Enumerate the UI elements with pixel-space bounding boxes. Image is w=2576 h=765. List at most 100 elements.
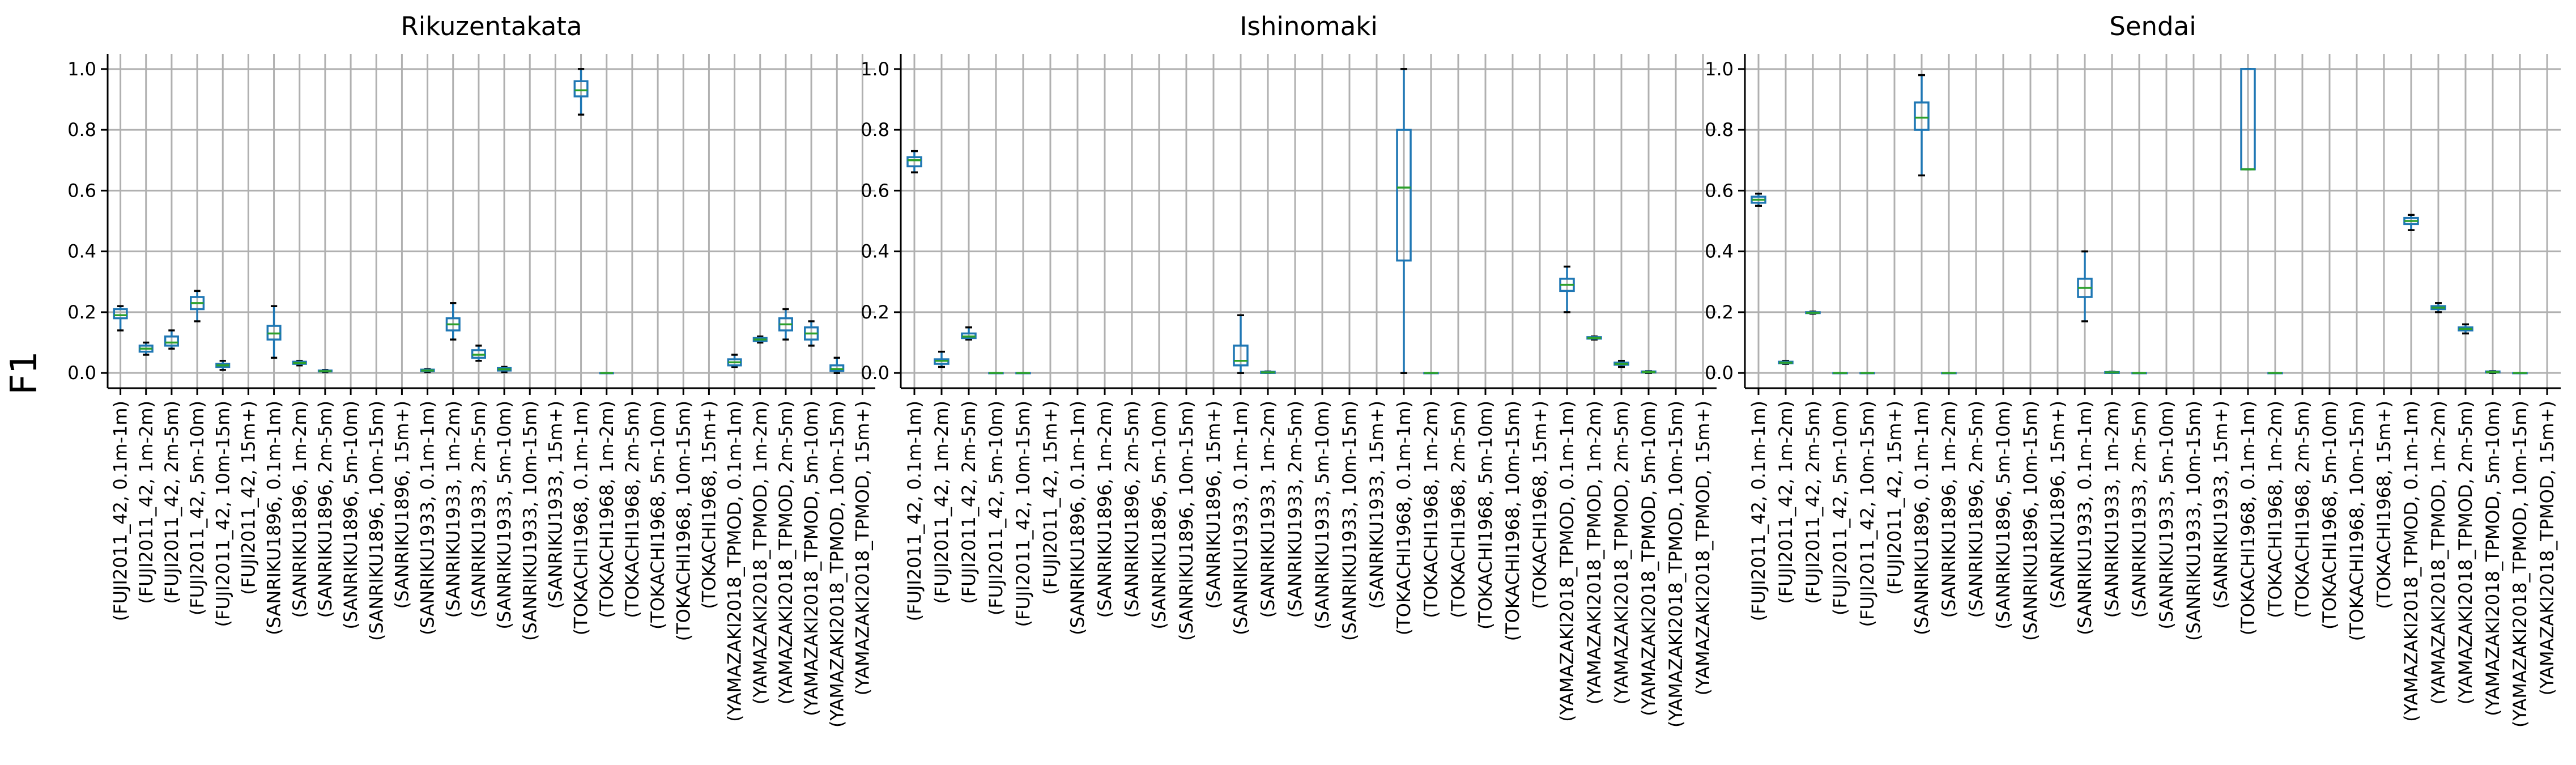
- box-26: [2458, 323, 2473, 335]
- x-tick-label: (FUJI2011_42, 15m+): [1040, 401, 1061, 595]
- y-tick-label: 0.6: [861, 180, 889, 201]
- x-tick-label: (FUJI2011_42, 10m-15m): [1857, 401, 1878, 627]
- x-tick-label: (TOKACHI1968, 15m+): [2373, 401, 2395, 609]
- x-tick-label: (SANRIKU1896, 2m-5m): [314, 401, 336, 618]
- box-13: [1260, 370, 1276, 374]
- x-tick-label: (SANRIKU1933, 15m+): [1366, 401, 1387, 609]
- y-tick-label: 1.0: [67, 58, 96, 80]
- x-tick-label: (SANRIKU1896, 5m-10m): [340, 401, 361, 630]
- x-tick-label: (SANRIKU1933, 10m-15m): [519, 401, 540, 641]
- box-2: [164, 329, 179, 350]
- y-tick-label: 0.4: [861, 241, 889, 262]
- y-tick-label: 0.8: [1705, 119, 1734, 141]
- y-tick-label: 0.6: [1705, 180, 1734, 201]
- x-tick-label: (TOKACHI1968, 10m-15m): [1502, 401, 1523, 641]
- x-tick-label: (TOKACHI1968, 15m+): [1529, 401, 1551, 609]
- x-tick-label: (SANRIKU1933, 1m-2m): [2101, 401, 2123, 618]
- x-tick-label: (FUJI2011_42, 1m-2m): [135, 401, 157, 604]
- y-tick-label: 0.6: [67, 180, 96, 201]
- x-tick-label: (SANRIKU1896, 1m-2m): [289, 401, 310, 618]
- x-tick-label: (TOKACHI1968, 1m-2m): [1420, 401, 1442, 618]
- box-27: [1641, 370, 1657, 374]
- x-tick-label: (SANRIKU1933, 10m-15m): [1339, 401, 1360, 641]
- y-tick-label: 0.0: [67, 362, 96, 384]
- x-tick-label: (SANRIKU1933, 15m+): [544, 401, 566, 609]
- box-18: [573, 68, 589, 116]
- x-tick-label: (SANRIKU1933, 5m-10m): [493, 401, 515, 630]
- panel-2: 0.0 0.2 0.4 0.6 0.8 1.0 (FUJI2011_42, 0.1m-1m)…: [1705, 11, 2561, 728]
- y-tick-label: 0.4: [67, 241, 96, 262]
- y-tick-label: 0.2: [861, 301, 889, 323]
- y-tick-label: 1.0: [861, 58, 889, 80]
- iqr-box: [906, 156, 922, 168]
- box-8: [317, 369, 333, 373]
- x-tick-label: (SANRIKU1933, 1m-2m): [1257, 401, 1279, 618]
- y-tick-label: 0.2: [67, 301, 96, 323]
- x-tick-label: (YAMAZAKI2018_TPMOD, 0.1m-1m): [724, 401, 746, 722]
- x-tick-label: (SANRIKU1896, 2m-5m): [1965, 401, 1987, 618]
- x-tick-label: (SANRIKU1933, 5m-10m): [2156, 401, 2177, 630]
- box-0: [1751, 192, 1766, 207]
- y-tick-label: 0.4: [1705, 241, 1734, 262]
- x-tick-label: (SANRIKU1896, 0.1m-1m): [1911, 401, 1932, 635]
- x-tick-label: (YAMAZAKI2018_TPMOD, 2m-5m): [775, 401, 797, 704]
- x-tick-label: (YAMAZAKI2018_TPMOD, 1m-2m): [750, 401, 771, 704]
- x-tick-label: (TOKACHI1968, 10m-15m): [2346, 401, 2368, 641]
- box-15: [497, 366, 512, 373]
- x-tick-label: (YAMAZAKI2018_TPMOD, 1m-2m): [2428, 401, 2449, 704]
- x-tick-label: (FUJI2011_42, 0.1m-1m): [904, 401, 925, 621]
- iqr-box: [1396, 129, 1412, 262]
- x-tick-label: (YAMAZAKI2018_TPMOD, 0.1m-1m): [1556, 401, 1578, 722]
- x-tick-label: (FUJI2011_42, 15m+): [237, 401, 259, 595]
- x-tick-label: (SANRIKU1896, 10m-15m): [365, 401, 387, 641]
- x-tick-label: (SANRIKU1933, 5m-10m): [1312, 401, 1333, 630]
- y-tick-label: 0.0: [861, 362, 889, 384]
- y-axis-label: F1: [3, 351, 45, 395]
- panel-title: Sendai: [2109, 11, 2196, 41]
- box-2: [1805, 311, 1821, 315]
- box-2: [961, 326, 977, 341]
- box-13: [445, 302, 461, 341]
- x-tick-label: (FUJI2011_42, 5m-10m): [186, 401, 208, 615]
- x-tick-label: (SANRIKU1933, 2m-5m): [2128, 401, 2150, 618]
- x-tick-label: (SANRIKU1896, 1m-2m): [1938, 401, 1960, 618]
- box-7: [292, 359, 307, 367]
- x-tick-label: (YAMAZAKI2018_TPMOD, 10m-15m): [1665, 401, 1687, 728]
- x-tick-label: (TOKACHI1968, 1m-2m): [596, 401, 618, 618]
- box-24: [727, 354, 742, 368]
- y-tick-label: 0.0: [1705, 362, 1734, 384]
- x-tick-label: (SANRIKU1933, 10m-15m): [2183, 401, 2204, 641]
- box-25: [1586, 335, 1602, 341]
- x-tick-label: (SANRIKU1933, 2m-5m): [468, 401, 489, 618]
- box-25: [2430, 302, 2446, 313]
- y-tick-label: 0.8: [67, 119, 96, 141]
- iqr-box: [1914, 101, 1930, 131]
- x-tick-label: (TOKACHI1968, 5m-10m): [1475, 401, 1496, 630]
- x-tick-label: (FUJI2011_42, 2m-5m): [161, 401, 182, 604]
- x-tick-label: (TOKACHI1968, 10m-15m): [672, 401, 694, 641]
- box-12: [2077, 250, 2093, 322]
- box-27: [804, 320, 819, 347]
- box-26: [778, 308, 793, 341]
- box-12: [420, 368, 435, 373]
- x-tick-label: (SANRIKU1933, 0.1m-1m): [417, 401, 438, 635]
- box-25: [752, 335, 768, 344]
- x-tick-label: (SANRIKU1896, 10m-15m): [1176, 401, 1197, 641]
- box-26: [1613, 359, 1629, 368]
- panel-1: 0.0 0.2 0.4 0.6 0.8 1.0 (FUJI2011_42, 0.1m-1m)…: [861, 11, 1717, 728]
- box-1: [1778, 359, 1794, 365]
- x-tick-label: (TOKACHI1968, 2m-5m): [2292, 401, 2313, 618]
- x-tick-label: (YAMAZAKI2018_TPMOD, 15m+): [1692, 401, 1714, 695]
- x-tick-label: (SANRIKU1896, 5m-10m): [1992, 401, 2014, 630]
- y-tick-label: 0.8: [861, 119, 889, 141]
- x-tick-label: (YAMAZAKI2018_TPMOD, 10m-15m): [2509, 401, 2531, 728]
- x-tick-label: (FUJI2011_42, 5m-10m): [1829, 401, 1851, 615]
- x-tick-label: (TOKACHI1968, 0.1m-1m): [570, 401, 592, 635]
- x-tick-label: (YAMAZAKI2018_TPMOD, 2m-5m): [2455, 401, 2476, 704]
- x-tick-label: (SANRIKU1933, 15m+): [2210, 401, 2232, 609]
- x-tick-label: (YAMAZAKI2018_TPMOD, 5m-10m): [1638, 401, 1659, 716]
- x-tick-label: (SANRIKU1896, 15m+): [391, 401, 412, 609]
- x-tick-label: (SANRIKU1896, 10m-15m): [2020, 401, 2041, 641]
